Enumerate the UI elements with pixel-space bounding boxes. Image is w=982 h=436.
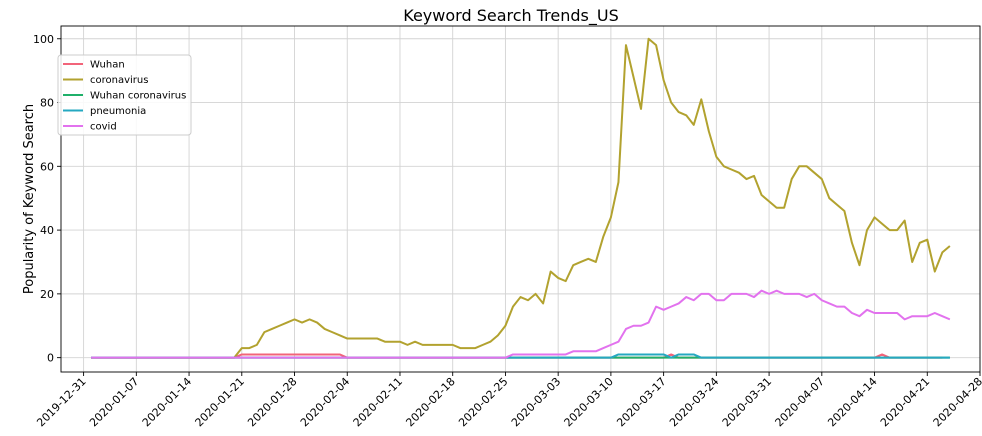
series-line-pneumonia — [91, 353, 950, 359]
x-tick-label: 2020-04-21 — [878, 375, 932, 429]
x-tick-label: 2020-03-24 — [667, 375, 721, 429]
y-tick-label: 100 — [33, 33, 54, 46]
y-tick-label: 40 — [40, 224, 54, 237]
x-tick-label: 2020-01-21 — [193, 375, 247, 429]
y-tick-label: 80 — [40, 97, 54, 110]
series-lines — [91, 37, 951, 359]
y-ticks: 0 20 40 60 80 100 — [33, 33, 61, 365]
series-line-covid — [91, 289, 951, 359]
legend-label: Wuhan — [90, 60, 125, 71]
x-tick-label: 2020-04-28 — [931, 375, 982, 429]
y-axis-label: Popularity of Keyword Search — [22, 104, 37, 294]
grid — [61, 26, 981, 372]
y-tick-label: 60 — [40, 160, 54, 173]
x-tick-label: 2020-04-07 — [773, 375, 827, 429]
legend-label: Wuhan coronavirus — [90, 91, 186, 102]
x-tick-label: 2020-03-17 — [614, 375, 668, 429]
x-tick-label: 2020-01-07 — [87, 375, 141, 429]
legend-box — [57, 54, 192, 136]
y-tick-label: 0 — [47, 352, 54, 365]
x-ticks: 2019-12-312020-01-072020-01-142020-01-21… — [34, 372, 982, 429]
x-tick-label: 2020-02-11 — [351, 375, 405, 429]
x-tick-label: 2020-03-10 — [562, 375, 616, 429]
legend-label: pneumonia — [90, 106, 146, 117]
x-tick-label: 2020-01-14 — [140, 375, 194, 429]
y-tick-label: 20 — [40, 288, 54, 301]
x-tick-label: 2020-01-28 — [245, 375, 299, 429]
x-tick-label: 2020-03-03 — [509, 375, 563, 429]
x-tick-label: 2020-02-04 — [298, 375, 352, 429]
x-tick-label: 2020-02-25 — [456, 375, 510, 429]
legend: Wuhan coronavirus Wuhan coronavirus pneumon… — [57, 54, 192, 136]
x-tick-label: 2020-03-31 — [720, 375, 774, 429]
legend-label: covid — [90, 122, 117, 133]
chart-title: Keyword Search Trends_US — [403, 6, 618, 26]
x-tick-label: 2020-04-14 — [825, 375, 879, 429]
plot-frame — [60, 25, 981, 373]
legend-label: coronavirus — [90, 75, 148, 86]
series-line-coronavirus — [91, 37, 951, 359]
x-tick-label: 2019-12-31 — [34, 375, 88, 429]
x-tick-label: 2020-02-18 — [403, 375, 457, 429]
